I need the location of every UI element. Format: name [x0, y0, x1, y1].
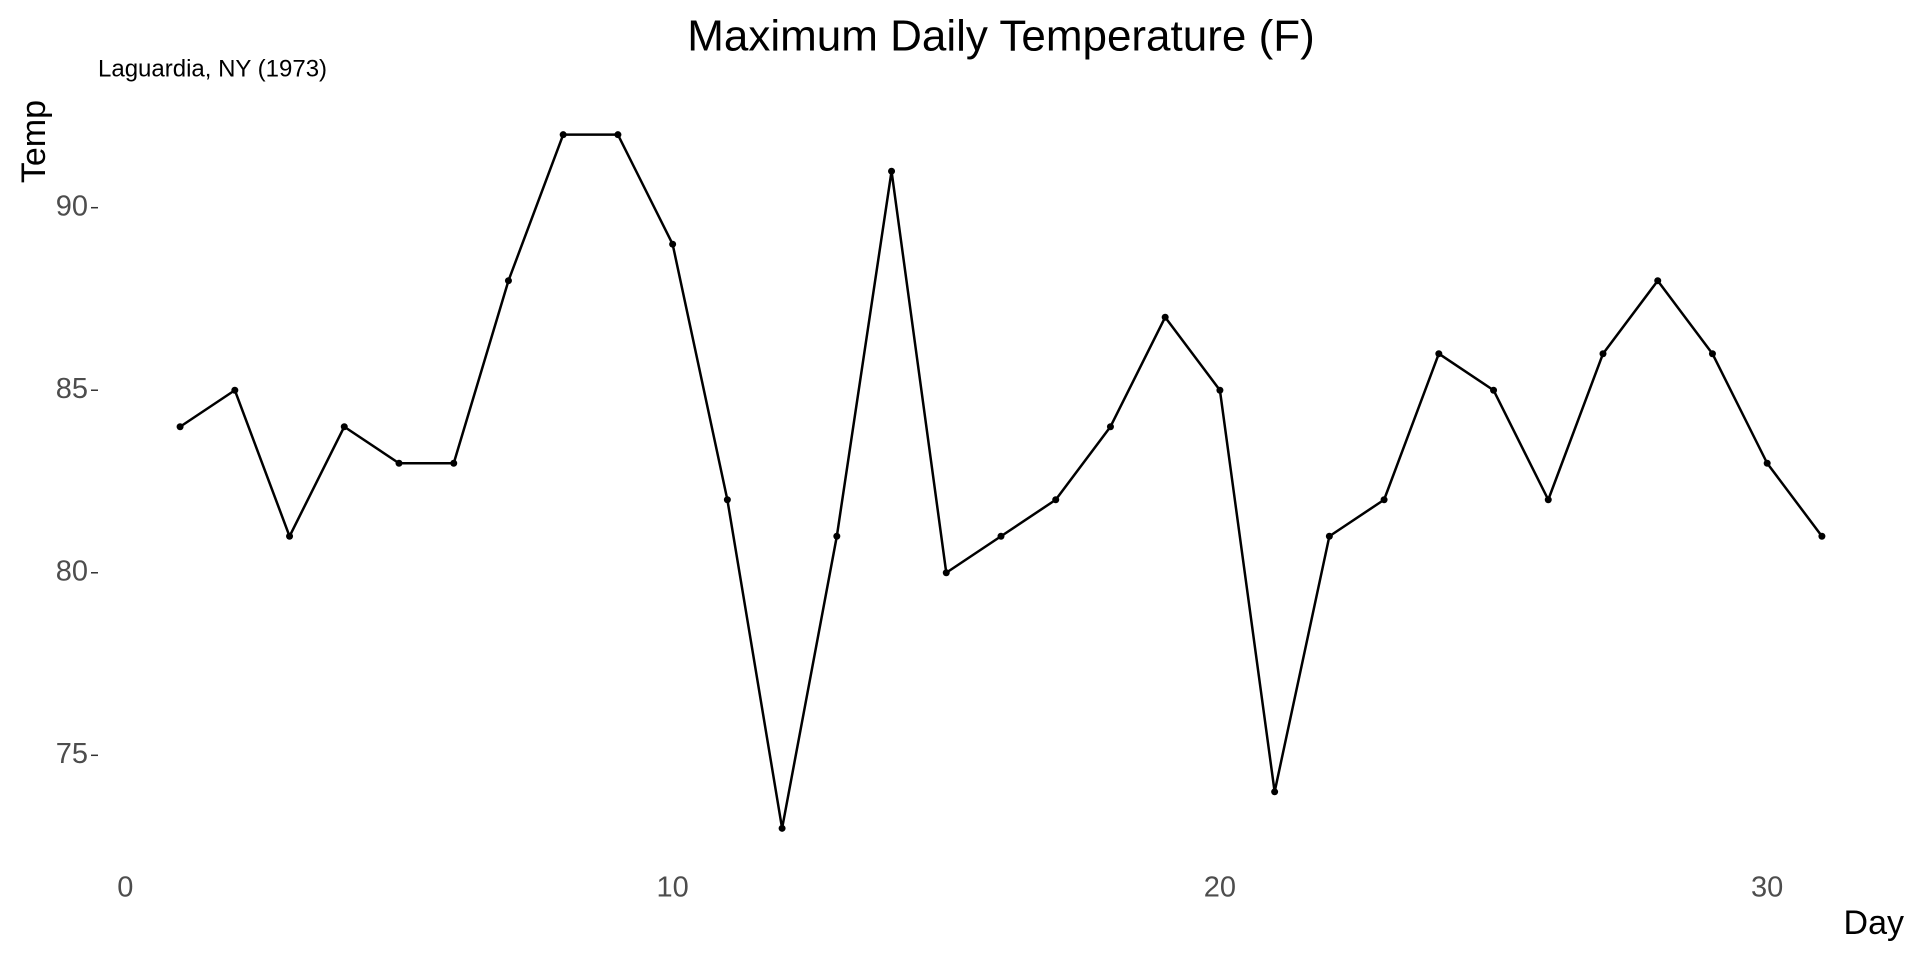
- point: [888, 167, 896, 175]
- point: [504, 277, 512, 285]
- line: [179, 133, 1823, 830]
- point: [1763, 459, 1771, 467]
- point: [559, 131, 567, 139]
- point: [395, 459, 403, 467]
- point: [997, 532, 1005, 540]
- point: [669, 240, 677, 248]
- y-tick-label: 85: [56, 373, 88, 405]
- x-axis-title: Day: [1844, 904, 1904, 942]
- point: [286, 532, 294, 540]
- x-tick-label: 30: [1751, 872, 1783, 904]
- point: [340, 423, 348, 431]
- point: [1654, 277, 1662, 285]
- point: [231, 386, 239, 394]
- x-tick-label: 20: [1204, 872, 1236, 904]
- point: [1490, 386, 1498, 394]
- y-axis-title: Temp: [15, 100, 53, 183]
- chart-title: Maximum Daily Temperature (F): [687, 12, 1315, 61]
- point: [833, 532, 841, 540]
- point: [1544, 496, 1552, 504]
- point: [176, 423, 184, 431]
- point: [778, 824, 786, 832]
- point: [1161, 313, 1169, 321]
- point: [1271, 788, 1279, 796]
- y-tick-label: 75: [56, 738, 88, 770]
- point: [1052, 496, 1060, 504]
- point: [723, 496, 731, 504]
- point: [942, 569, 950, 577]
- point: [1818, 532, 1826, 540]
- point: [1216, 386, 1224, 394]
- point: [1325, 532, 1333, 540]
- point: [1435, 350, 1443, 358]
- point: [614, 131, 622, 139]
- x-tick-label: 0: [117, 872, 133, 904]
- x-tick-label: 10: [657, 872, 689, 904]
- y-tick-label: 90: [56, 190, 88, 222]
- y-tick-label: 80: [56, 555, 88, 587]
- point: [1106, 423, 1114, 431]
- chart-subtitle: Laguardia, NY (1973): [98, 55, 327, 82]
- point: [1708, 350, 1716, 358]
- point: [450, 459, 458, 467]
- point: [1380, 496, 1388, 504]
- point: [1599, 350, 1607, 358]
